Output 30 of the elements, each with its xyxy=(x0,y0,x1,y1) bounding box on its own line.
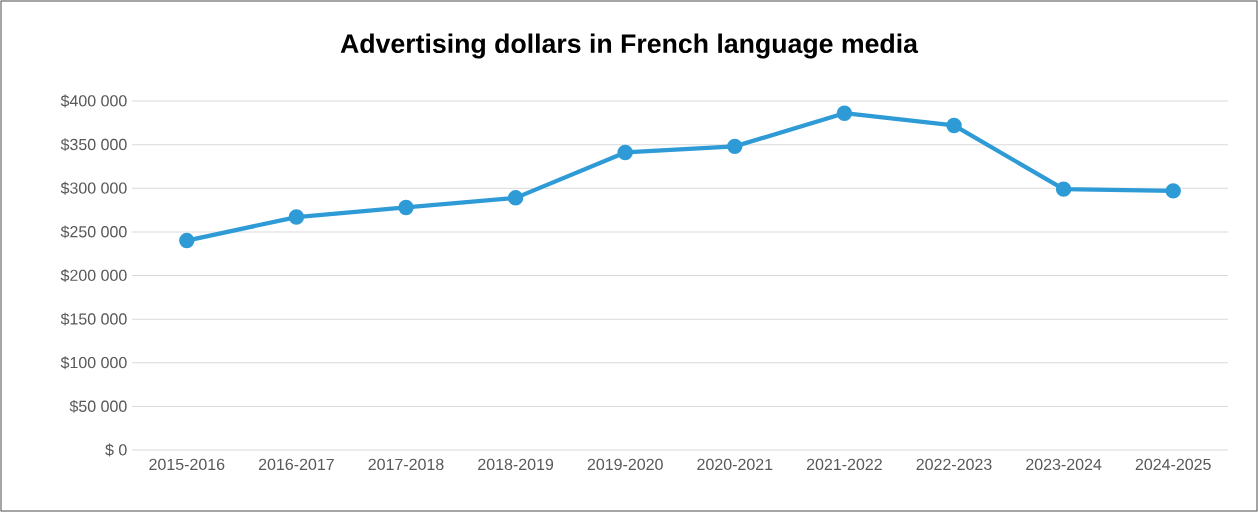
point xyxy=(1055,181,1072,197)
point xyxy=(288,209,305,225)
y-tick-label: $250 000 xyxy=(60,225,127,239)
x-tick-label: 2017-2018 xyxy=(368,458,444,471)
y-tick-label: $300 000 xyxy=(60,181,127,195)
y-tick-label: $400 000 xyxy=(60,94,127,108)
x-tick-label: 2020-2021 xyxy=(697,458,773,471)
point xyxy=(617,144,633,161)
x-tick-label: 2016-2017 xyxy=(258,458,334,471)
x-tick-label: 2022-2023 xyxy=(916,458,992,471)
y-tick-label: $100 000 xyxy=(60,356,127,370)
chart-title: Advertising dollars in French language media xyxy=(340,33,919,59)
point xyxy=(398,199,414,216)
point xyxy=(946,117,962,134)
point xyxy=(836,105,853,121)
y-tick-label: $200 000 xyxy=(60,269,127,282)
y-tick-label: $ 0 xyxy=(105,443,127,457)
y-tick-label: $350 000 xyxy=(60,138,127,152)
point xyxy=(727,138,743,155)
x-tick-label: 2024-2025 xyxy=(1135,458,1211,471)
point xyxy=(1165,183,1181,199)
y-tick-label: $150 000 xyxy=(60,312,127,326)
x-tick-label: 2023-2024 xyxy=(1026,458,1102,471)
point xyxy=(507,190,524,206)
point xyxy=(179,232,195,249)
x-tick-label: 2015-2016 xyxy=(149,458,225,471)
x-tick-label: 2019-2020 xyxy=(587,458,663,471)
y-tick-label: $50 000 xyxy=(69,399,127,413)
x-tick-label: 2018-2019 xyxy=(478,458,554,471)
x-tick-label: 2021-2022 xyxy=(806,458,882,471)
